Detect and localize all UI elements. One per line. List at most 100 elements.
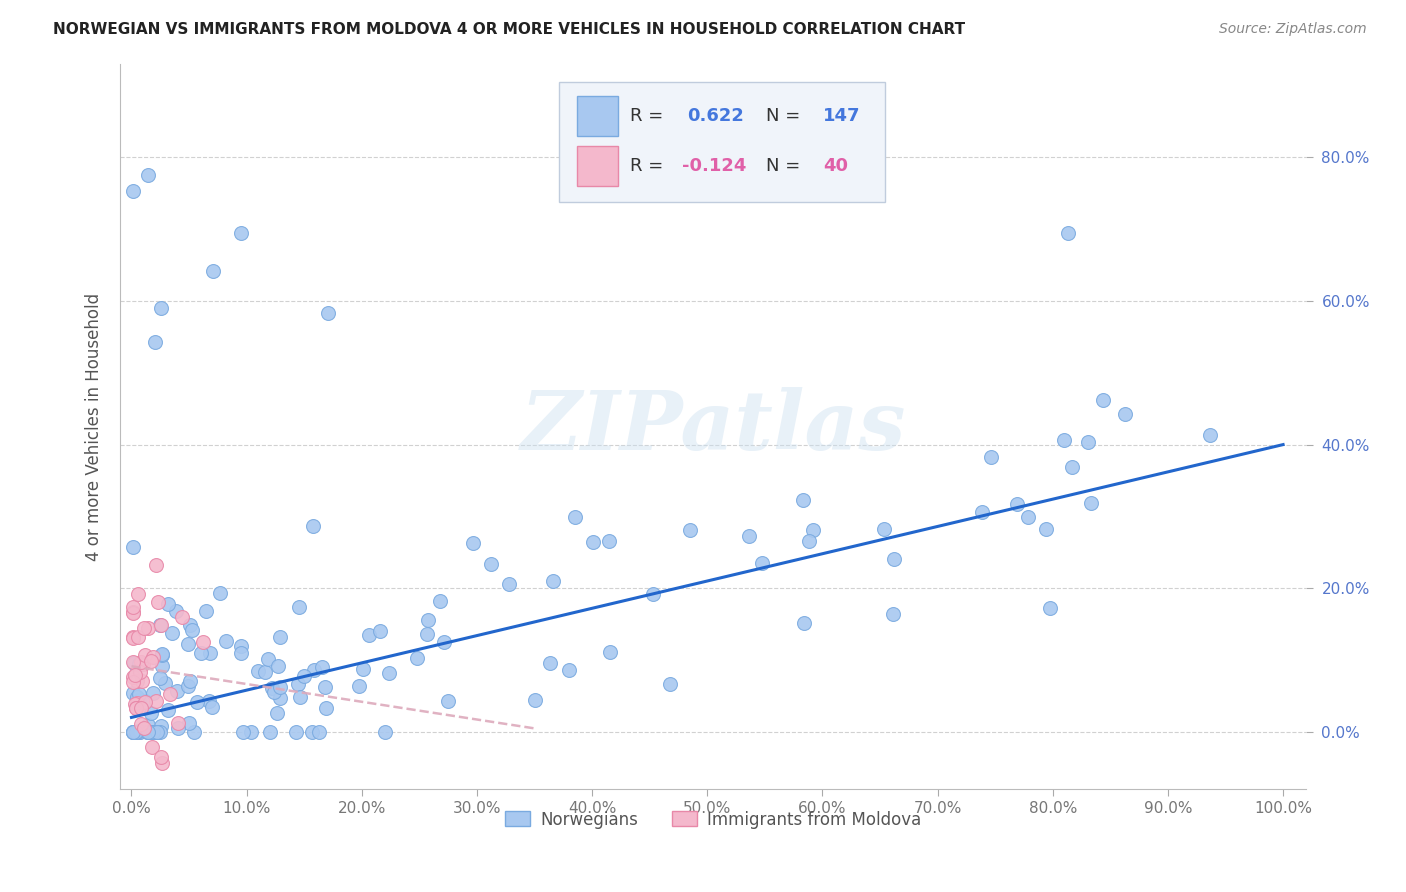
Point <box>142 724 165 739</box>
Point <box>146 594 169 608</box>
Text: R =: R = <box>630 157 669 175</box>
Point <box>229 639 252 653</box>
Point <box>292 669 315 683</box>
Point <box>215 634 238 648</box>
Point <box>121 600 143 615</box>
Point <box>149 617 172 632</box>
Point <box>801 523 824 537</box>
Point <box>882 607 904 622</box>
Point <box>156 597 179 611</box>
Point <box>301 518 323 533</box>
Point <box>122 724 145 739</box>
Point <box>134 622 156 636</box>
Text: 0.622: 0.622 <box>688 107 744 125</box>
Point <box>1062 459 1084 474</box>
Point <box>124 667 146 681</box>
Point <box>124 701 146 715</box>
Point <box>145 558 167 573</box>
Text: N =: N = <box>766 107 807 125</box>
Point <box>179 674 201 689</box>
FancyBboxPatch shape <box>558 82 884 202</box>
Point <box>1035 522 1057 536</box>
Point <box>209 585 232 599</box>
Point <box>257 652 280 666</box>
Point <box>125 724 148 739</box>
Point <box>122 670 145 684</box>
Point <box>167 721 190 735</box>
Point <box>1080 496 1102 510</box>
Point <box>136 621 159 635</box>
Point <box>1053 434 1076 448</box>
Point <box>679 523 702 537</box>
Point <box>138 724 160 739</box>
Point <box>197 694 219 708</box>
Legend: Norwegians, Immigrants from Moldova: Norwegians, Immigrants from Moldova <box>499 804 928 835</box>
Point <box>127 690 149 704</box>
Point <box>167 716 190 731</box>
Point <box>150 648 173 662</box>
Point <box>1039 600 1062 615</box>
Point <box>1007 497 1029 511</box>
Point <box>194 604 217 618</box>
Point <box>141 724 163 739</box>
Point <box>1057 226 1080 240</box>
Text: -0.124: -0.124 <box>682 157 747 175</box>
Point <box>165 604 187 618</box>
Point <box>145 694 167 708</box>
Point <box>129 665 152 679</box>
Point <box>260 681 283 695</box>
Point <box>177 679 200 693</box>
Point <box>229 646 252 660</box>
Point <box>308 724 330 739</box>
Point <box>128 693 150 707</box>
Point <box>132 657 155 671</box>
Point <box>124 698 146 712</box>
Point <box>357 628 380 642</box>
Point <box>177 637 200 651</box>
Point <box>150 719 173 733</box>
Point <box>125 701 148 715</box>
Point <box>138 724 160 739</box>
Point <box>150 658 173 673</box>
Point <box>269 691 291 706</box>
Point <box>352 662 374 676</box>
Point <box>263 684 285 698</box>
Point <box>136 169 159 183</box>
Point <box>121 724 143 739</box>
Point <box>150 756 173 771</box>
Point <box>479 558 502 572</box>
Point <box>180 623 202 637</box>
Point <box>287 677 309 691</box>
Text: R =: R = <box>630 107 669 125</box>
Point <box>599 645 621 659</box>
Point <box>232 724 254 739</box>
Point <box>149 671 172 685</box>
Point <box>641 587 664 601</box>
Point <box>121 655 143 669</box>
Point <box>598 533 620 548</box>
Point <box>149 724 172 739</box>
Point <box>972 505 994 519</box>
Point <box>150 647 173 661</box>
Point <box>202 264 225 278</box>
Point <box>231 226 253 240</box>
Point <box>142 724 165 739</box>
Point <box>160 626 183 640</box>
Point <box>127 696 149 710</box>
Point <box>131 674 153 689</box>
Point <box>1114 407 1136 421</box>
Point <box>288 599 311 614</box>
Point <box>738 529 761 543</box>
Point <box>122 606 145 620</box>
Point <box>146 724 169 739</box>
Point <box>142 686 165 700</box>
Point <box>135 724 157 739</box>
Point <box>157 703 180 717</box>
Point <box>246 665 269 679</box>
Text: NORWEGIAN VS IMMIGRANTS FROM MOLDOVA 4 OR MORE VEHICLES IN HOUSEHOLD CORRELATION: NORWEGIAN VS IMMIGRANTS FROM MOLDOVA 4 O… <box>53 22 966 37</box>
Text: 40: 40 <box>824 157 848 175</box>
Point <box>142 649 165 664</box>
Point <box>659 677 682 691</box>
Point <box>122 724 145 739</box>
Point <box>125 674 148 689</box>
